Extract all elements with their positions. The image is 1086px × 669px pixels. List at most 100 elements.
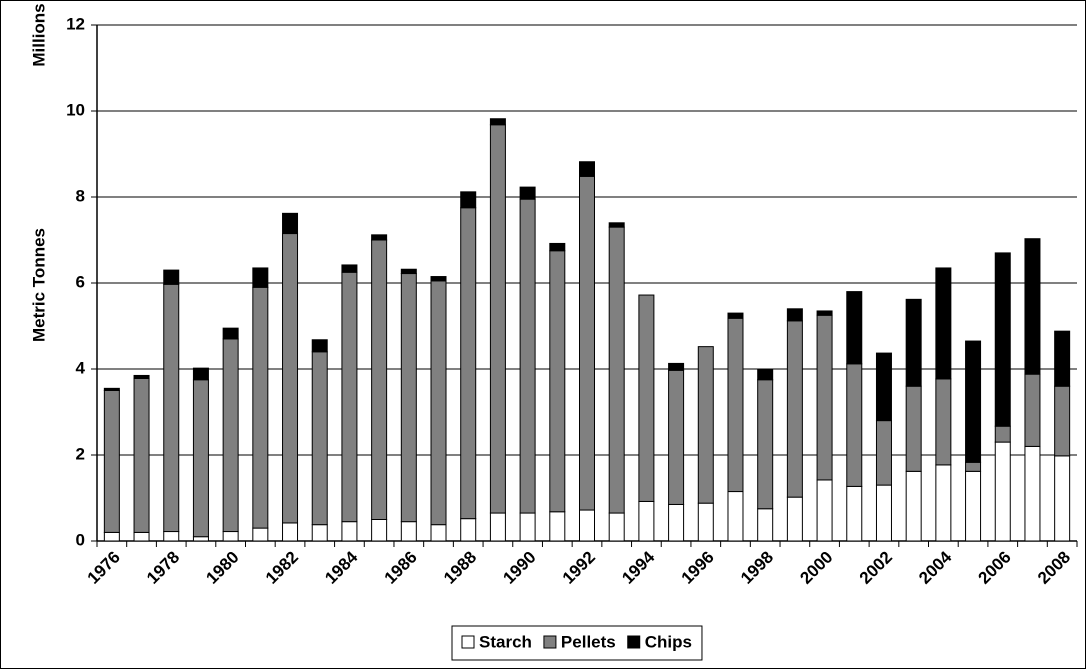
bar-segment [697, 502, 714, 542]
bar-segment [400, 268, 417, 275]
bar-segment [846, 485, 863, 542]
y-tick-label: 0 [76, 530, 85, 549]
bar-segment [252, 267, 269, 288]
bar-segment [311, 339, 328, 353]
bar-segment [192, 536, 209, 542]
bar-segment [282, 522, 299, 542]
bar-segment [371, 239, 388, 520]
bar-segment [371, 234, 388, 241]
bar-segment [103, 387, 120, 392]
y-axis-unit: Millions [29, 3, 48, 66]
legend-label: Pellets [561, 632, 616, 651]
bar-segment [430, 524, 447, 542]
y-tick-label: 8 [76, 186, 85, 205]
y-axis-label: Metric Tonnes [29, 228, 48, 342]
bar-segment [965, 461, 982, 472]
bar-segment [608, 512, 625, 542]
y-tick-label: 12 [66, 14, 85, 33]
bar-segment [192, 367, 209, 381]
bar-segment [163, 269, 180, 285]
bar-segment [875, 484, 892, 542]
bar-segment [341, 521, 358, 542]
bar-segment [1054, 385, 1071, 457]
bar-segment [816, 479, 833, 542]
bar-segment [460, 518, 477, 542]
bar-segment [905, 298, 922, 387]
bar-segment [489, 512, 506, 542]
bar-segment [994, 425, 1011, 443]
bar-segment [311, 524, 328, 542]
legend-swatch [543, 635, 557, 649]
bar-segment [1054, 455, 1071, 542]
bar-segment [430, 280, 447, 526]
bar-segment [519, 198, 536, 514]
bar-segment [133, 374, 150, 379]
bar-segment [489, 118, 506, 126]
bar-segment [1024, 445, 1041, 542]
bar-segment [103, 390, 120, 533]
bar-segment [935, 464, 952, 542]
y-tick-label: 4 [76, 358, 86, 377]
bar-segment [786, 308, 803, 322]
bar-segment [371, 519, 388, 542]
bar-segment [786, 496, 803, 542]
bar-segment [579, 509, 595, 542]
bar-segment [994, 252, 1011, 427]
bar-segment [846, 291, 863, 365]
bar-segment [965, 340, 982, 463]
bar-segment [965, 470, 982, 542]
y-tick-label: 2 [76, 444, 85, 463]
legend-label: Starch [479, 632, 532, 651]
bar-segment [905, 470, 922, 542]
bar-segment [757, 508, 774, 542]
bar-segment [608, 226, 625, 514]
bar-segment [875, 352, 892, 422]
bar-segment [668, 369, 685, 505]
bar-segment [133, 377, 150, 533]
bar-segment [519, 186, 536, 200]
bar-segment [460, 191, 477, 209]
bar-segment [727, 312, 744, 319]
bar-segment [222, 338, 239, 533]
bar-segment [549, 250, 566, 513]
bar-segment [1024, 373, 1041, 447]
bar-segment [579, 161, 595, 177]
bar-segment [1024, 238, 1041, 375]
bar-segment [282, 212, 299, 235]
bar-segment [668, 362, 685, 371]
bar-segment [935, 267, 952, 380]
y-tick-label: 6 [76, 272, 85, 291]
bar-segment [460, 207, 477, 520]
bar-segment [430, 276, 447, 282]
bar-segment [341, 271, 358, 523]
bar-segment [846, 363, 863, 487]
y-tick-label: 10 [66, 100, 85, 119]
bar-segment [757, 379, 774, 510]
bar-segment [489, 124, 506, 514]
legend-box [451, 625, 703, 661]
bar-segment [608, 222, 625, 228]
bar-segment [994, 441, 1011, 542]
bar-segment [163, 531, 180, 542]
bar-segment [252, 527, 269, 542]
bar-segment [757, 368, 774, 381]
bar-segment [549, 242, 566, 252]
bar-segment [341, 264, 358, 273]
bar-segment [875, 420, 892, 486]
bar-segment [1054, 330, 1071, 387]
bar-segment [697, 346, 714, 504]
bar-segment [252, 286, 269, 529]
bar-segment [786, 320, 803, 498]
bar-segment [222, 327, 239, 340]
bar-segment [222, 531, 239, 542]
legend-swatch [461, 635, 475, 649]
bar-segment [638, 500, 655, 542]
bar-segment [727, 317, 744, 493]
bar-segment [668, 503, 685, 542]
bar-segment [638, 294, 655, 502]
bar-segment [400, 273, 417, 523]
bar-segment [311, 351, 328, 526]
bar-segment [935, 378, 952, 466]
